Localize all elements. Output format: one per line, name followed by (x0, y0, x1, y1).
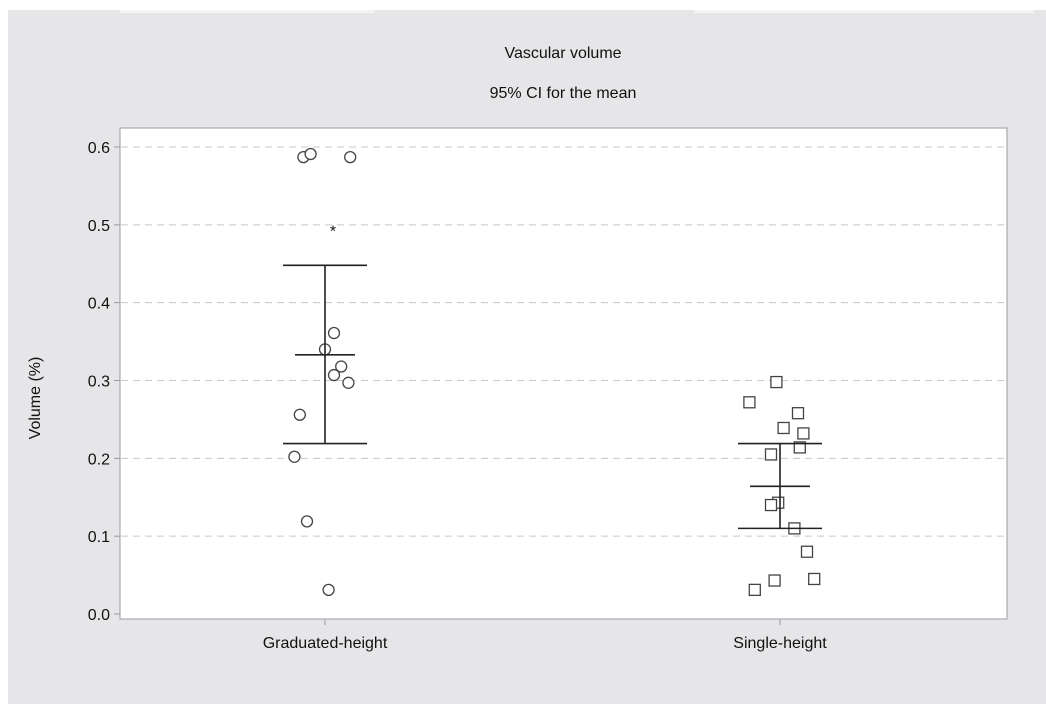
y-tick-label: 0.5 (88, 218, 110, 235)
x-tick-label: Graduated-height (263, 635, 388, 652)
chart-subtitle: 95% CI for the mean (490, 85, 637, 102)
data-point (797, 427, 810, 440)
y-axis-ticks: 0.0 0.1 0.2 0.3 0.4 0.5 0.6 (88, 140, 120, 624)
data-point (342, 376, 355, 389)
chart-title: Vascular volume (504, 45, 621, 62)
y-axis-label: Volume (%) (27, 357, 44, 440)
x-tick-label: Single-height (733, 635, 827, 652)
figure-edge-highlight (120, 10, 375, 13)
y-tick-label: 0.0 (88, 607, 110, 624)
data-point (322, 583, 335, 597)
data-point (748, 583, 761, 597)
outlier-marker: * (330, 224, 336, 241)
data-point (743, 396, 756, 409)
data-point (768, 574, 781, 587)
plot-area (119, 127, 1008, 620)
y-tick-label: 0.2 (88, 451, 110, 468)
y-tick-label: 0.6 (88, 140, 110, 157)
data-point (770, 375, 783, 389)
data-point (288, 450, 301, 463)
data-point (764, 498, 778, 512)
data-point (800, 545, 814, 558)
data-point (808, 572, 821, 586)
data-point (344, 150, 357, 164)
y-tick-label: 0.1 (88, 529, 110, 546)
data-point (293, 408, 306, 421)
y-tick-label: 0.4 (88, 296, 110, 313)
series-single-height (738, 375, 822, 597)
data-point (327, 368, 341, 382)
x-axis-ticks: Graduated-height Single-height (263, 619, 827, 652)
data-marks: * (283, 147, 822, 597)
gridlines (121, 146, 1006, 537)
series-graduated-height: * (283, 147, 367, 597)
data-point (791, 407, 805, 420)
data-point (304, 147, 317, 161)
data-point (777, 421, 790, 435)
data-point (335, 360, 348, 373)
data-point (300, 515, 314, 528)
figure-edge-highlight (694, 10, 1034, 13)
data-point (327, 326, 341, 340)
data-point (793, 441, 806, 454)
y-tick-label: 0.3 (88, 374, 110, 391)
data-point (764, 448, 778, 461)
